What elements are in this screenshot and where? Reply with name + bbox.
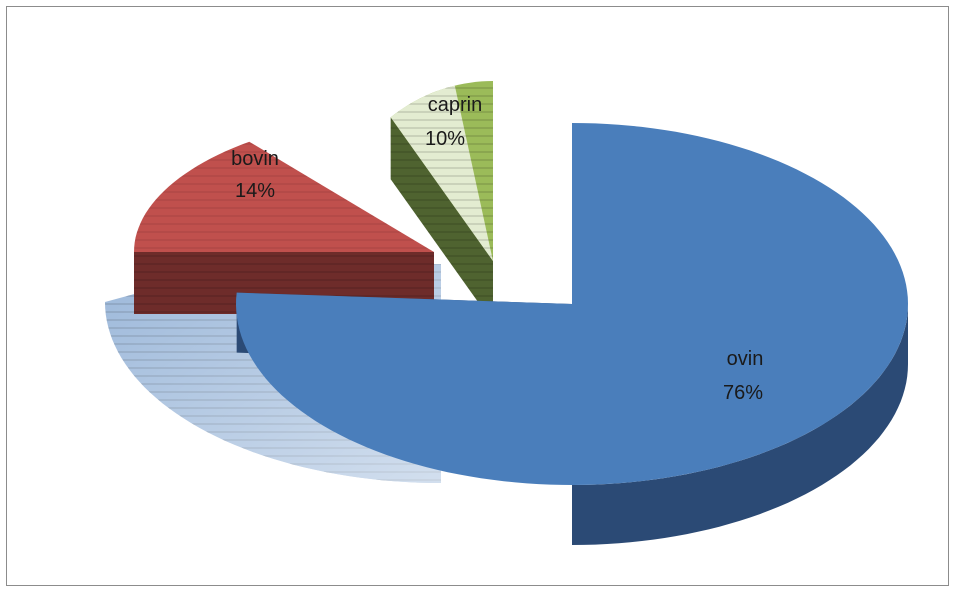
pie-slice-ovin[interactable] — [236, 123, 908, 545]
chart-frame: caprin 10% bovin 14% ovin 76% — [6, 6, 949, 586]
data-labels: caprin 10% bovin 14% ovin 76% — [231, 94, 763, 404]
pie-slice-caprin[interactable] — [390, 81, 493, 323]
label-caprin-name: caprin — [428, 94, 482, 116]
label-bovin-name: bovin — [231, 148, 279, 170]
label-caprin-pct: 10% — [425, 128, 465, 150]
pie-slice-bovin[interactable] — [134, 141, 434, 314]
pie-chart: caprin 10% bovin 14% ovin 76% — [105, 81, 908, 545]
label-ovin-pct: 76% — [723, 382, 763, 404]
label-bovin-pct: 14% — [235, 180, 275, 202]
label-ovin-name: ovin — [727, 348, 764, 370]
